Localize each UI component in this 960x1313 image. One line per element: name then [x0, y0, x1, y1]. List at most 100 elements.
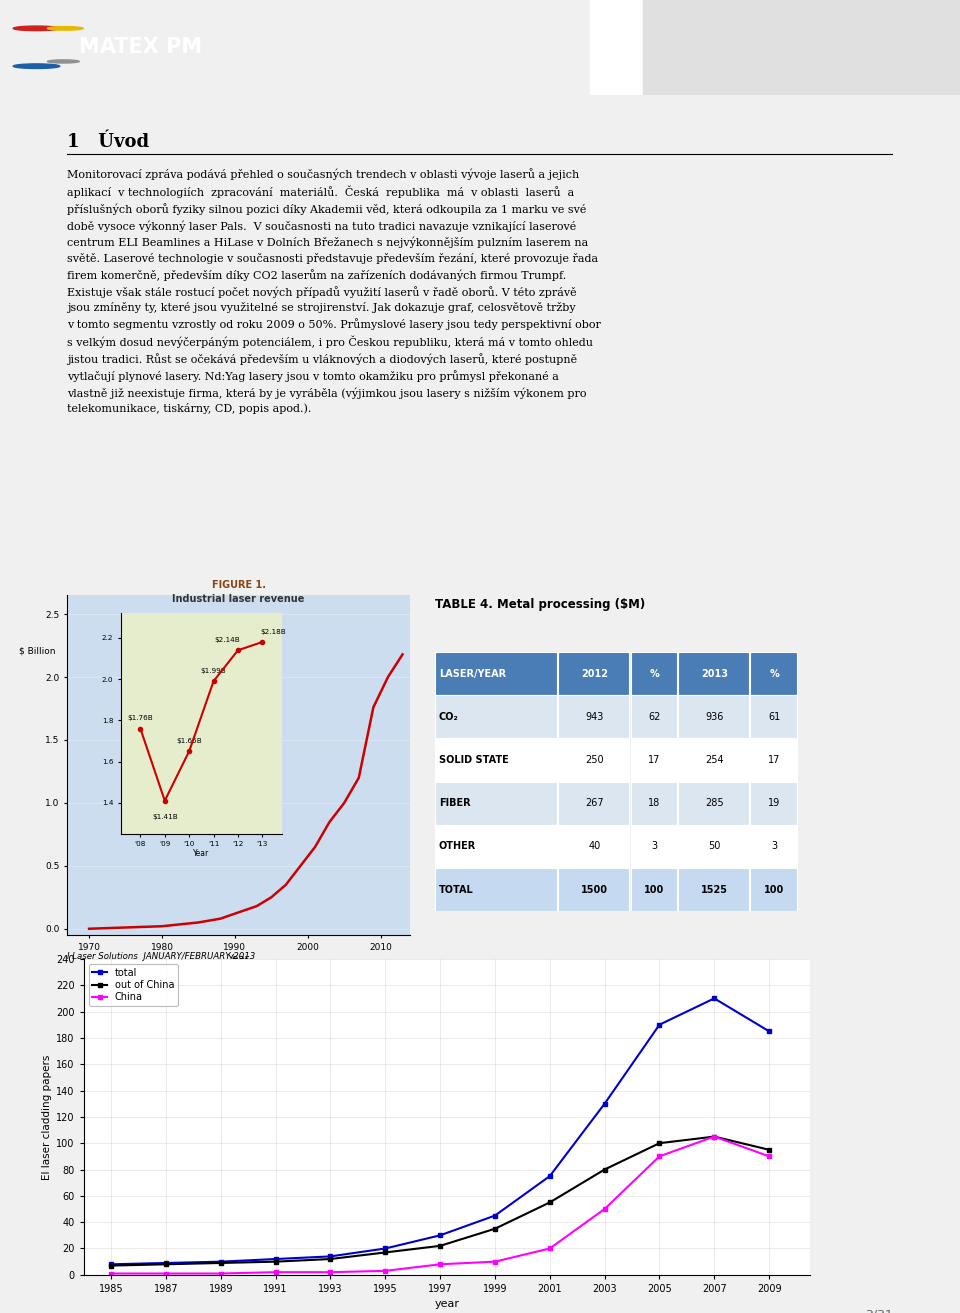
- total: [379, 1241, 391, 1257]
- total: [763, 1023, 775, 1039]
- Bar: [559, 653, 630, 696]
- Circle shape: [47, 26, 84, 30]
- Text: I Laser Solutions  JANUARY/FEBRUARY 2013: I Laser Solutions JANUARY/FEBRUARY 2013: [67, 952, 255, 961]
- Bar: [678, 781, 749, 825]
- Bar: [751, 868, 797, 911]
- Text: 3/31: 3/31: [865, 1308, 893, 1313]
- Text: %: %: [650, 668, 660, 679]
- Bar: [631, 738, 677, 781]
- China: [708, 1129, 720, 1145]
- China: [544, 1241, 556, 1257]
- Line: total: total: [108, 997, 772, 1267]
- China: [215, 1266, 227, 1281]
- Bar: [678, 696, 749, 738]
- Text: TOTAL: TOTAL: [439, 885, 473, 894]
- total: [599, 1096, 611, 1112]
- Text: SOLID STATE: SOLID STATE: [439, 755, 509, 765]
- Bar: [559, 868, 630, 911]
- Bar: [678, 868, 749, 911]
- total: [434, 1228, 445, 1243]
- Text: 50: 50: [708, 842, 720, 851]
- Text: 1   Úvod: 1 Úvod: [67, 133, 150, 151]
- Bar: [631, 653, 677, 696]
- Text: FIGURE 1.: FIGURE 1.: [211, 580, 266, 590]
- Bar: [435, 696, 557, 738]
- Text: 1525: 1525: [701, 885, 728, 894]
- Text: $ Billion: $ Billion: [19, 646, 56, 655]
- Text: 254: 254: [705, 755, 724, 765]
- Bar: [678, 653, 749, 696]
- X-axis label: year: year: [435, 1300, 460, 1309]
- out of China: [379, 1245, 391, 1260]
- China: [490, 1254, 501, 1270]
- Bar: [559, 696, 630, 738]
- out of China: [215, 1255, 227, 1271]
- Legend: total, out of China, China: total, out of China, China: [88, 964, 179, 1006]
- Bar: [435, 868, 557, 911]
- Bar: [631, 781, 677, 825]
- total: [490, 1208, 501, 1224]
- Bar: [435, 825, 557, 868]
- Bar: [751, 781, 797, 825]
- total: [160, 1255, 172, 1271]
- Bar: [631, 696, 677, 738]
- Text: 267: 267: [586, 798, 604, 809]
- Text: $1.41B: $1.41B: [152, 814, 178, 819]
- Y-axis label: EI laser cladding papers: EI laser cladding papers: [42, 1054, 52, 1179]
- out of China: [599, 1162, 611, 1178]
- Text: 61: 61: [768, 712, 780, 722]
- out of China: [434, 1238, 445, 1254]
- Text: 1500: 1500: [581, 885, 608, 894]
- Bar: [435, 653, 557, 696]
- Text: $2.18B: $2.18B: [260, 629, 286, 634]
- Line: China: China: [108, 1134, 772, 1276]
- Text: 3: 3: [651, 842, 658, 851]
- total: [106, 1257, 117, 1272]
- Text: 936: 936: [705, 712, 724, 722]
- Text: TABLE 4. Metal processing ($M): TABLE 4. Metal processing ($M): [435, 599, 645, 612]
- China: [379, 1263, 391, 1279]
- Text: MATEX PM: MATEX PM: [79, 37, 202, 58]
- total: [654, 1016, 665, 1032]
- Bar: [751, 696, 797, 738]
- X-axis label: Year: Year: [193, 848, 209, 857]
- China: [763, 1149, 775, 1165]
- China: [324, 1264, 336, 1280]
- Text: 18: 18: [648, 798, 660, 809]
- Text: 2013: 2013: [701, 668, 728, 679]
- Bar: [435, 781, 557, 825]
- Bar: [559, 781, 630, 825]
- out of China: [106, 1258, 117, 1274]
- Text: FIBER: FIBER: [439, 798, 470, 809]
- Bar: [678, 738, 749, 781]
- Circle shape: [13, 26, 60, 30]
- Text: CO₂: CO₂: [439, 712, 459, 722]
- Text: $2.14B: $2.14B: [214, 637, 240, 643]
- Text: $1.99B: $1.99B: [201, 668, 227, 674]
- total: [215, 1254, 227, 1270]
- Text: 62: 62: [648, 712, 660, 722]
- Bar: [559, 738, 630, 781]
- out of China: [490, 1221, 501, 1237]
- Text: 2012: 2012: [581, 668, 608, 679]
- out of China: [763, 1142, 775, 1158]
- Bar: [643, 0, 960, 95]
- China: [599, 1201, 611, 1217]
- China: [270, 1264, 281, 1280]
- out of China: [160, 1257, 172, 1272]
- out of China: [270, 1254, 281, 1270]
- China: [106, 1266, 117, 1281]
- China: [160, 1266, 172, 1281]
- Text: 17: 17: [648, 755, 660, 765]
- total: [270, 1251, 281, 1267]
- Bar: [590, 0, 643, 95]
- Bar: [678, 825, 749, 868]
- Text: %: %: [769, 668, 779, 679]
- Text: OTHER: OTHER: [439, 842, 476, 851]
- Text: Monitorovací zpráva podává přehled o současných trendech v oblasti vývoje laserů: Monitorovací zpráva podává přehled o sou…: [67, 168, 601, 414]
- Bar: [559, 825, 630, 868]
- Text: Industrial laser revenue: Industrial laser revenue: [173, 593, 304, 604]
- total: [544, 1169, 556, 1184]
- Text: $1.76B: $1.76B: [128, 716, 154, 721]
- Text: 19: 19: [768, 798, 780, 809]
